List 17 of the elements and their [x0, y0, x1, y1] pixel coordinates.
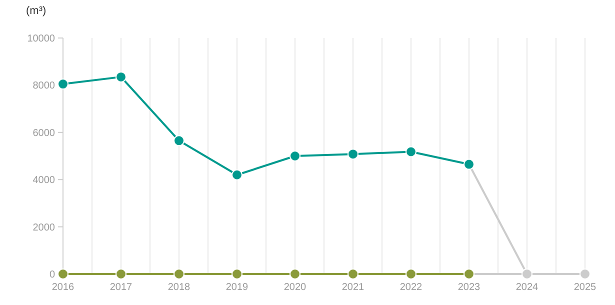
x-tick-label: 2024: [516, 282, 539, 293]
x-tick-label: 2022: [400, 282, 423, 293]
y-tick-label: 10000: [27, 34, 56, 44]
y-axis-title: (m³): [26, 5, 46, 17]
y-tick-label: 4000: [32, 175, 56, 186]
x-tick-label: 2016: [52, 282, 75, 293]
x-tick-label: 2025: [574, 282, 597, 293]
x-tick-label: 2020: [284, 282, 307, 293]
y-tick-label: 0: [49, 270, 56, 280]
x-tick-label: 2017: [110, 282, 133, 293]
x-tick-label: 2018: [168, 282, 191, 293]
x-tick-label: 2023: [458, 282, 481, 293]
y-tick-label: 6000: [32, 128, 56, 139]
y-tick-label: 8000: [32, 80, 56, 92]
y-tick-label: 2000: [32, 222, 56, 234]
x-tick-label: 2019: [226, 282, 249, 293]
x-tick-label: 2021: [342, 282, 365, 293]
